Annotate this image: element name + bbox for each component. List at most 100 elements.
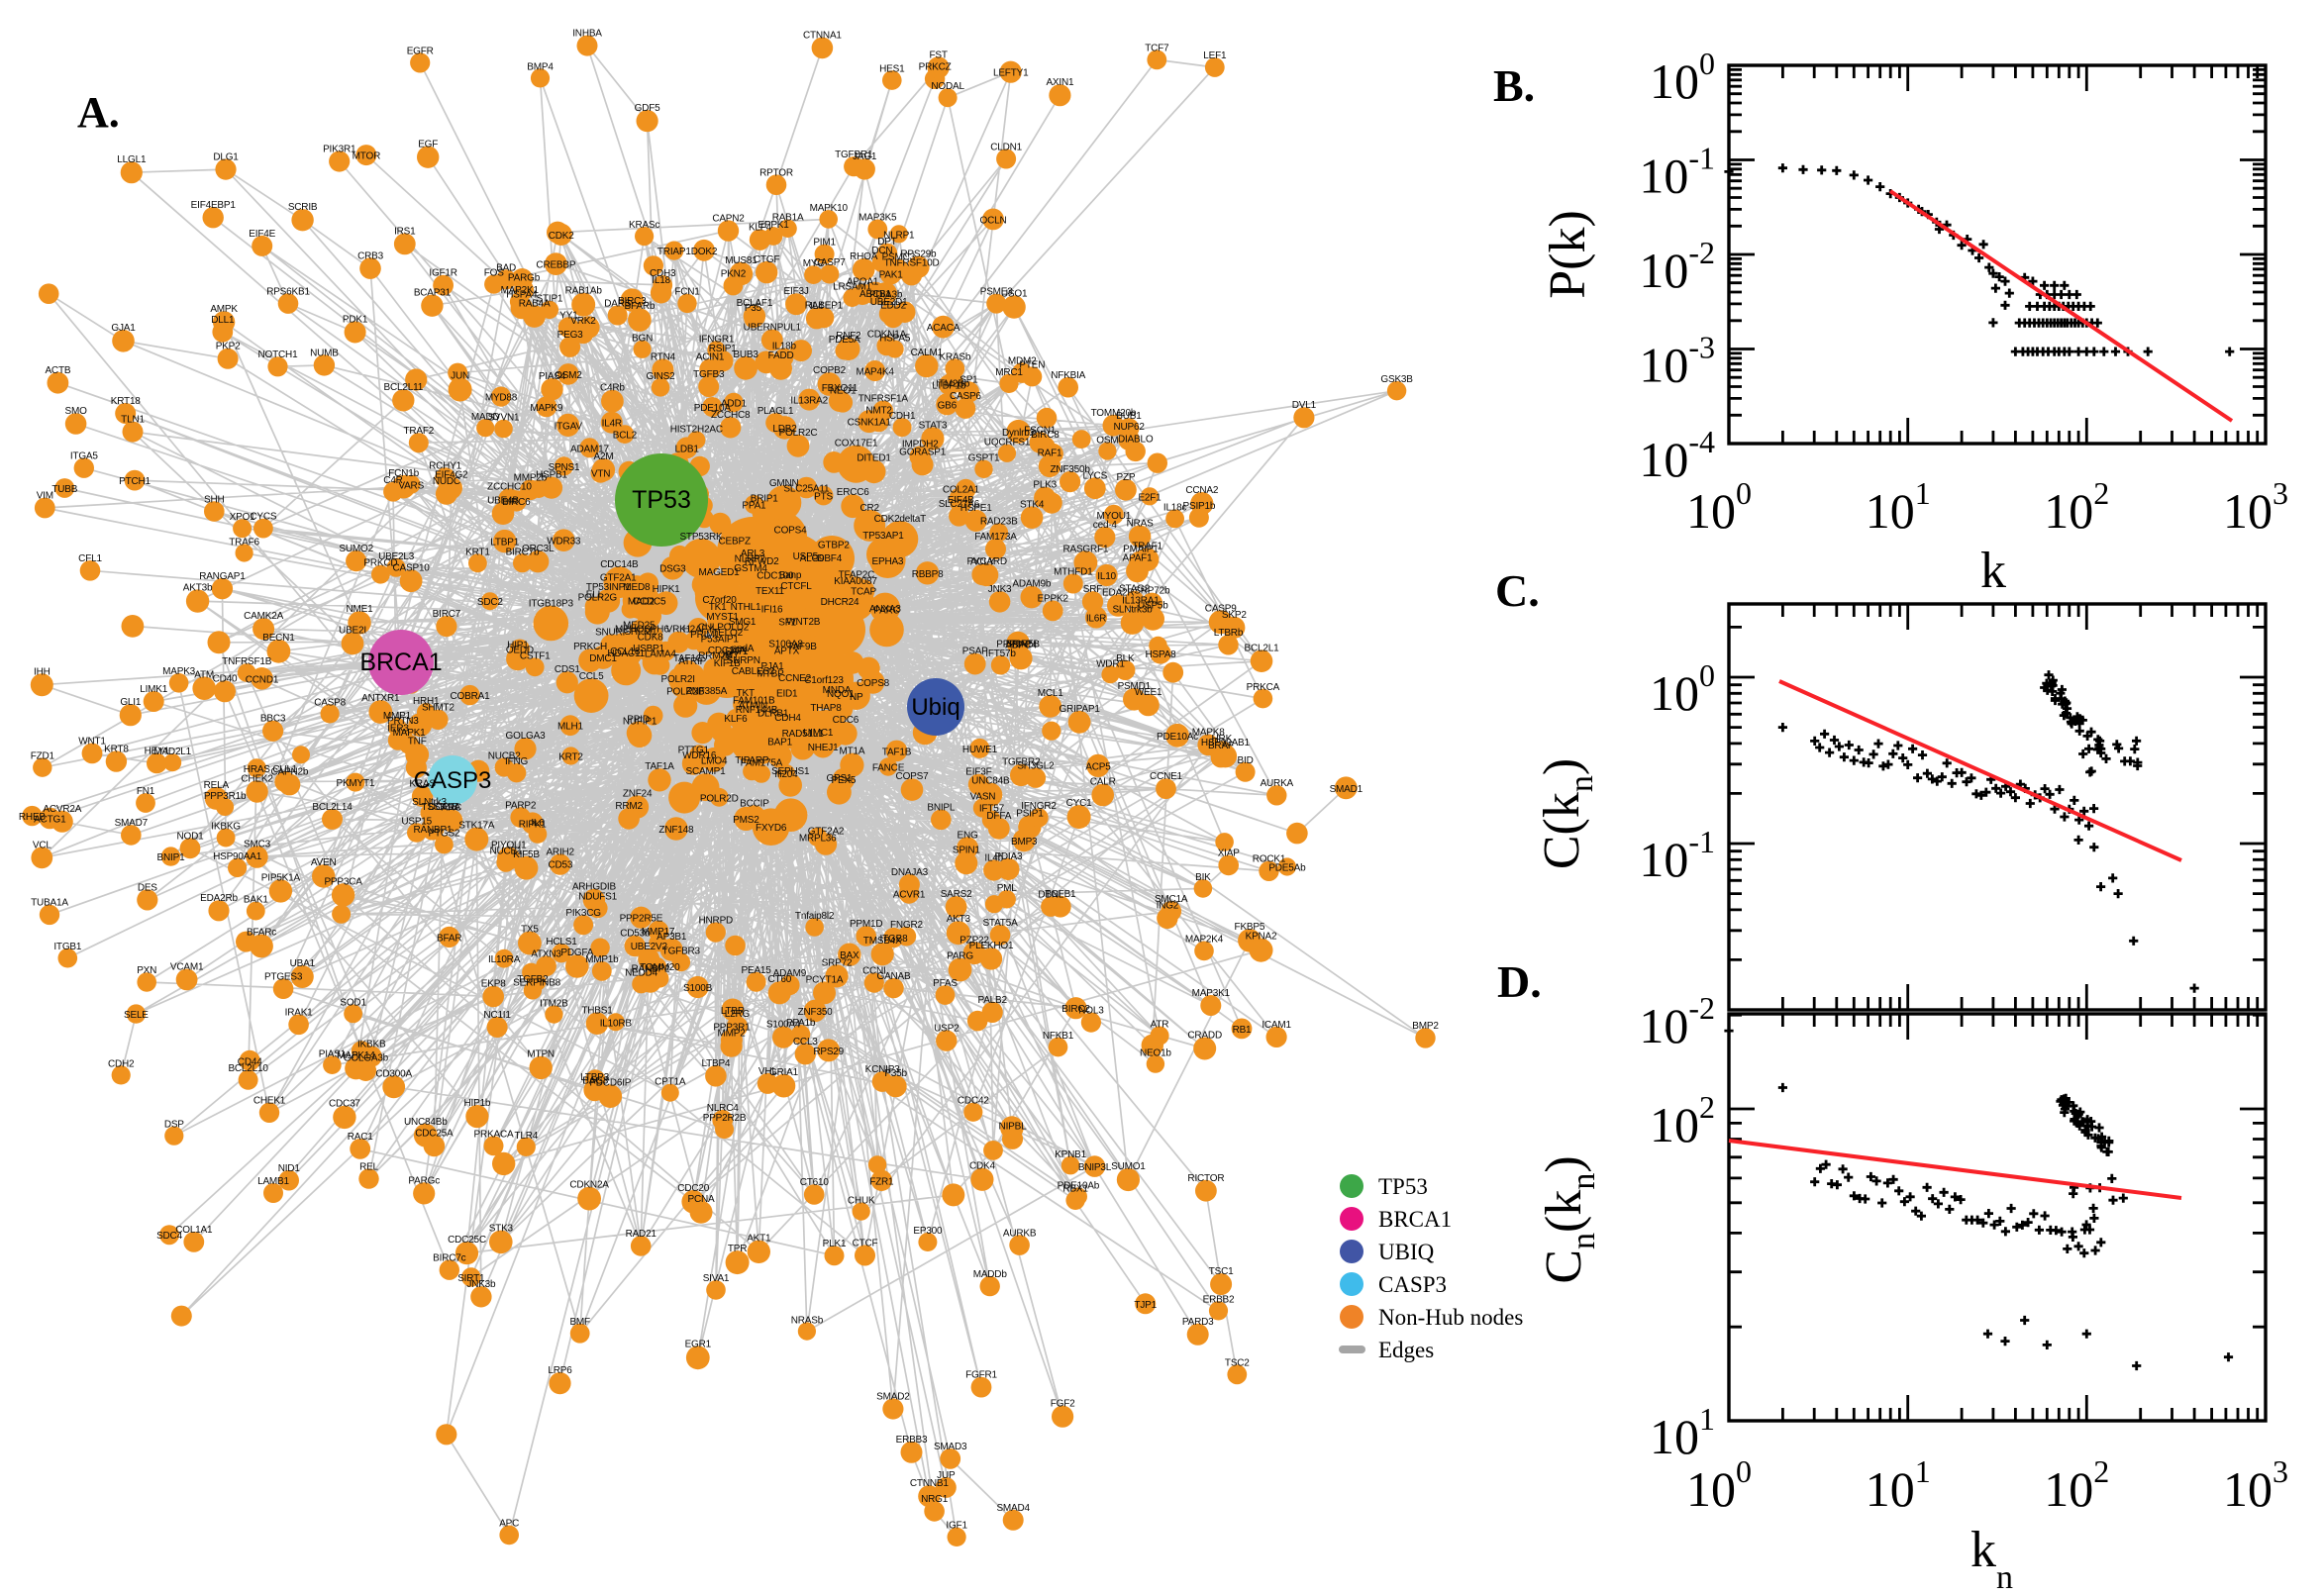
svg-text:SCRIB: SCRIB [288,202,318,213]
svg-text:MTPN: MTPN [527,1049,555,1060]
svg-text:PSIP1: PSIP1 [1016,809,1044,820]
svg-text:MAP3K5: MAP3K5 [858,213,897,224]
svg-text:MDM2: MDM2 [1008,355,1037,366]
svg-text:PTTG1: PTTG1 [678,746,710,756]
svg-text:P35b: P35b [884,1068,907,1079]
svg-text:MAD2L1: MAD2L1 [153,747,191,757]
svg-text:SLNtrk3b: SLNtrk3b [1112,604,1153,615]
svg-text:TLR4: TLR4 [514,1131,538,1142]
svg-text:FKBP5: FKBP5 [1235,922,1265,933]
svg-text:CTGF: CTGF [754,254,780,265]
svg-text:HSPA4: HSPA4 [506,290,538,301]
svg-text:CTCF: CTCF [853,1239,878,1249]
svg-text:ABCB1: ABCB1 [859,289,891,300]
svg-text:CDK2: CDK2 [549,231,575,242]
svg-text:CDC42: CDC42 [958,1096,989,1107]
svg-text:MAD2: MAD2 [628,597,656,608]
svg-text:RCHY1: RCHY1 [429,460,462,471]
svg-text:COL2A1: COL2A1 [943,485,980,496]
svg-text:TLN1: TLN1 [121,415,145,426]
svg-text:MAGED1: MAGED1 [698,567,740,578]
svg-text:BRCA1: BRCA1 [359,648,442,676]
svg-text:P35: P35 [745,303,762,314]
svg-text:IHH: IHH [34,666,50,677]
svg-text:REL: REL [359,1161,378,1172]
svg-text:CCND1: CCND1 [246,674,279,685]
svg-text:PDCD6IP: PDCD6IP [589,1077,631,1088]
svg-text:CDC6: CDC6 [833,715,859,726]
svg-text:SPNS1: SPNS1 [549,462,580,473]
svg-text:MMP2b: MMP2b [514,472,548,483]
svg-text:MTOR: MTOR [353,151,380,162]
svg-text:FANCE: FANCE [872,763,905,774]
svg-text:SAT1: SAT1 [725,647,749,657]
svg-text:TSSK1B: TSSK1B [422,802,459,813]
svg-text:TSC1: TSC1 [1209,1266,1234,1277]
svg-text:KRASc: KRASc [629,220,659,231]
svg-text:NME1: NME1 [347,604,374,615]
svg-text:MT1A: MT1A [839,747,864,757]
svg-text:102: 102 [2044,1453,2109,1517]
svg-text:KPNA2: KPNA2 [1246,932,1277,943]
svg-text:BIRC7: BIRC7 [433,609,461,620]
svg-text:PIK3R1: PIK3R1 [323,144,356,154]
svg-text:MAPK8: MAPK8 [1192,728,1226,739]
svg-text:TIPARP: TIPARP [735,755,769,766]
svg-text:ZNF148: ZNF148 [658,825,694,836]
svg-text:BRCA1: BRCA1 [1378,1207,1452,1232]
svg-text:BIRC3: BIRC3 [618,296,647,307]
svg-text:CDK4: CDK4 [969,1161,996,1172]
svg-text:WDR33: WDR33 [547,537,581,548]
svg-text:HRH1: HRH1 [413,696,440,707]
svg-text:CHEK1: CHEK1 [253,1096,286,1107]
svg-text:ARL3: ARL3 [741,549,765,559]
svg-text:IL6: IL6 [531,818,545,829]
svg-text:EGF: EGF [418,140,438,150]
svg-text:MYC: MYC [803,258,825,269]
svg-text:RELA: RELA [204,780,230,791]
svg-text:BRAF: BRAF [1208,741,1234,751]
svg-text:ACIN1: ACIN1 [696,351,725,362]
svg-text:SLNtrk3: SLNtrk3 [412,797,447,808]
svg-text:PPA1b: PPA1b [786,1018,816,1029]
svg-text:LIMK1: LIMK1 [140,684,168,695]
svg-text:RANBP2: RANBP2 [631,964,669,975]
svg-text:103: 103 [2223,475,2288,539]
svg-text:PLAGL1: PLAGL1 [758,406,794,417]
svg-text:PSMC3: PSMC3 [882,252,916,263]
svg-text:PARG: PARG [947,951,973,962]
svg-text:STIP1: STIP1 [537,294,563,305]
svg-text:PTS: PTS [814,492,833,503]
svg-text:PLK3: PLK3 [1033,480,1057,491]
svg-text:RICTOR: RICTOR [1187,1173,1224,1184]
svg-text:CLDN1: CLDN1 [990,143,1022,153]
svg-text:ITGB8: ITGB8 [880,934,909,945]
svg-text:NLRP1: NLRP1 [883,230,915,241]
svg-text:COPB2: COPB2 [813,365,847,376]
svg-text:FST: FST [929,50,947,60]
svg-text:RTN4: RTN4 [651,351,676,362]
svg-text:FZD1: FZD1 [31,751,55,762]
svg-text:DOK2: DOK2 [691,247,718,257]
svg-text:FOS: FOS [484,268,504,279]
svg-text:DVL1: DVL1 [1292,400,1317,411]
svg-text:NC1I1: NC1I1 [483,1010,511,1021]
svg-text:HES1: HES1 [879,63,905,74]
svg-text:SIVA1: SIVA1 [703,1273,730,1284]
svg-text:ELL: ELL [586,590,604,601]
svg-text:FXYD6: FXYD6 [756,823,787,834]
svg-text:CDC20: CDC20 [677,1183,709,1194]
svg-text:AKT1: AKT1 [747,1234,771,1245]
svg-text:PRKCD: PRKCD [363,558,397,569]
svg-text:DFFA: DFFA [986,811,1011,822]
svg-text:EIF4B: EIF4B [948,495,974,506]
svg-text:PTEN: PTEN [1019,359,1045,370]
svg-text:PPP3CA: PPP3CA [324,876,362,887]
svg-text:ACLY: ACLY [970,557,995,568]
svg-text:IFNGR2: IFNGR2 [1021,801,1057,812]
svg-text:PZP22: PZP22 [960,935,989,946]
svg-text:DHCR24: DHCR24 [821,597,859,608]
svg-text:LRSAM1: LRSAM1 [833,282,871,293]
svg-text:BCL2L10: BCL2L10 [228,1063,268,1074]
svg-text:BIRC7c: BIRC7c [433,1252,465,1263]
